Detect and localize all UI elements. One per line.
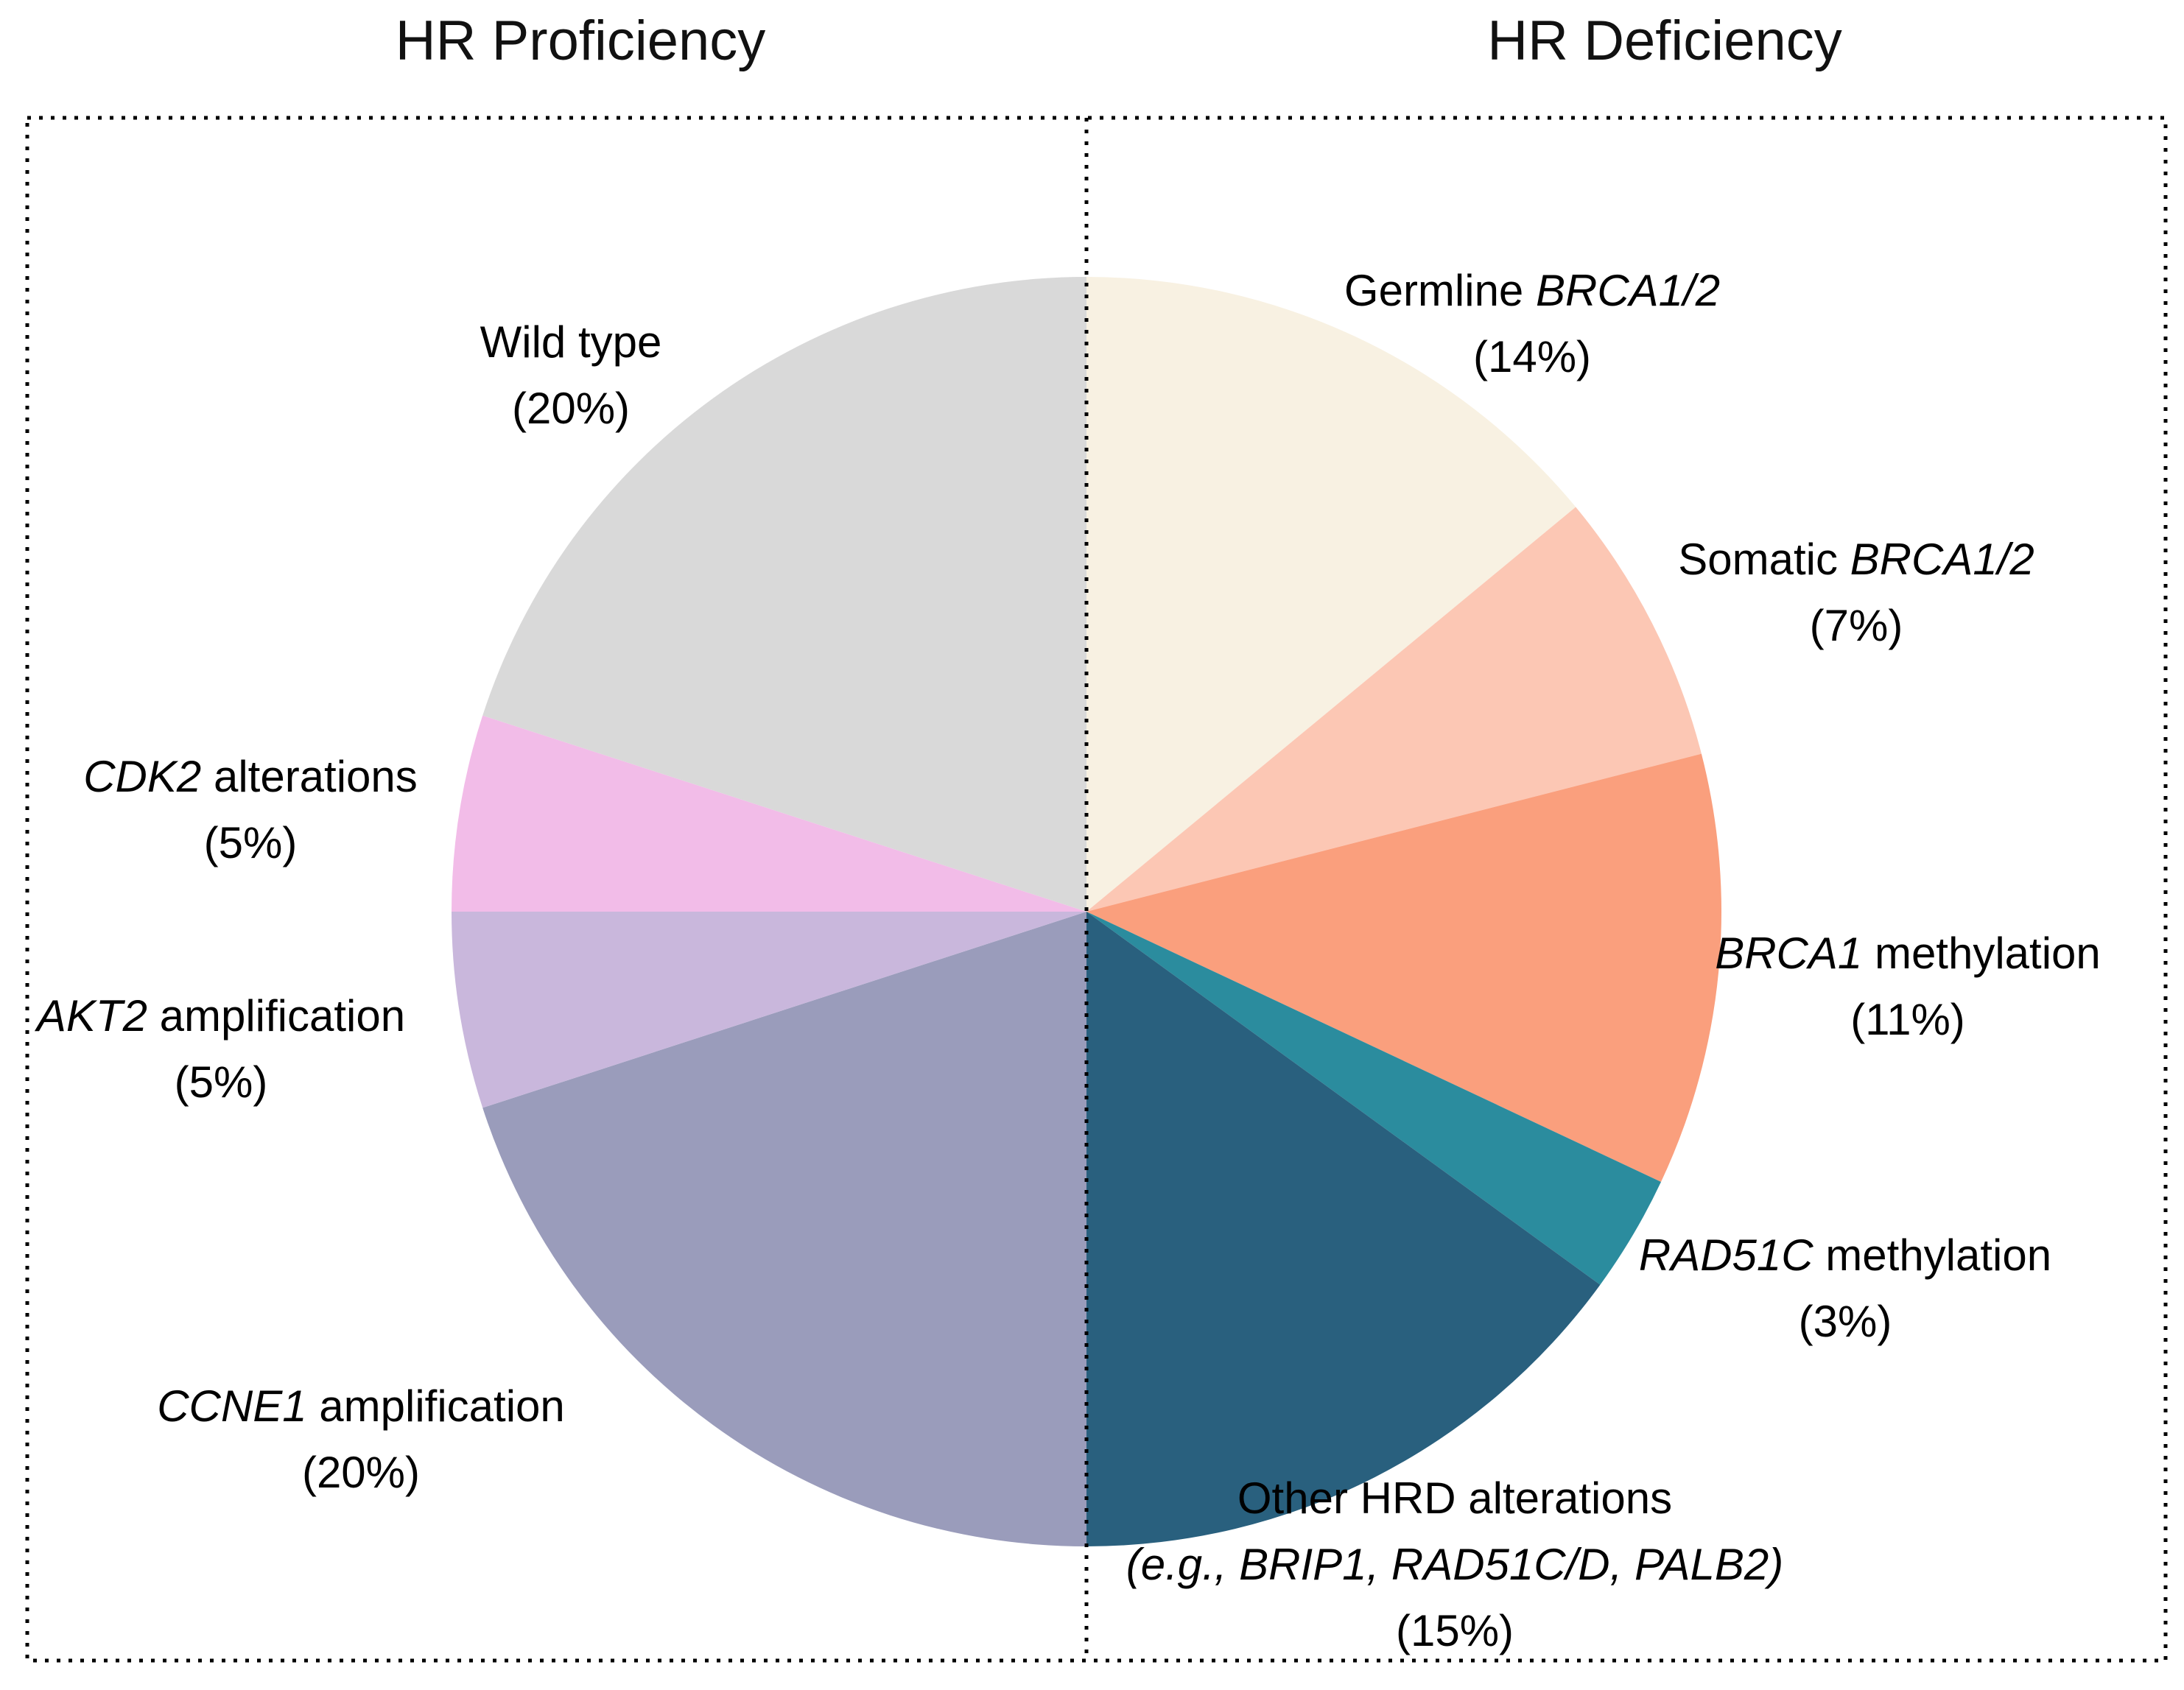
left-panel-title: HR Proficiency [395,10,766,72]
pie-slice-ccne1-amplification [482,912,1086,1546]
pie-slice-other-hrd-alterations [1086,912,1601,1546]
pie-slices-group [452,277,1722,1546]
pie-slice-akt2-amplification [452,912,1086,1108]
pie-slice-somatic-brca12 [1086,507,1702,912]
pie-slice-brca1-methylation [1086,753,1722,1182]
pie-slice-germline-brca12 [1086,277,1576,912]
pie-slice-cdk2-alterations [452,715,1086,912]
pie-slice-rad51c-methylation [1086,912,1661,1285]
dotted-border [25,116,2168,1663]
right-panel-title: HR Deficiency [1487,10,1842,72]
pie-slice-wild-type [482,277,1086,912]
